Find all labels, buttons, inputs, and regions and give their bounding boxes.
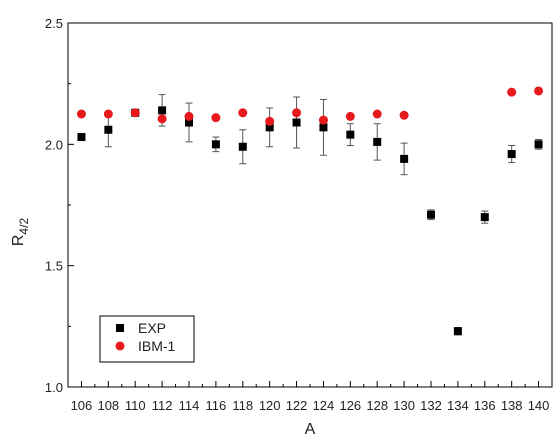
ibm-1-point	[534, 86, 544, 96]
x-tick-label: 110	[125, 398, 146, 413]
legend-label-ibm-1: IBM-1	[138, 338, 176, 354]
x-tick-label: 128	[366, 398, 388, 413]
x-tick-label: 134	[447, 398, 469, 413]
exp-point	[400, 154, 409, 163]
y-tick-label: 1.5	[45, 259, 63, 274]
exp-point	[185, 118, 193, 127]
exp-point	[480, 213, 489, 222]
exp-point	[77, 133, 86, 142]
x-tick-label: 126	[339, 398, 361, 413]
ibm-1-point	[157, 114, 167, 124]
legend-marker-exp	[116, 324, 124, 332]
y-axis-title-subscript: 4/2	[17, 218, 31, 235]
ibm-1-point	[130, 108, 140, 118]
x-tick-label: 120	[259, 398, 281, 413]
ibm-1-point	[372, 109, 382, 119]
series-ibm-1	[76, 86, 544, 126]
x-tick-label: 136	[474, 398, 496, 413]
x-tick-label: 106	[71, 398, 93, 413]
ibm-1-point	[184, 111, 194, 121]
x-tick-label: 132	[420, 398, 442, 413]
exp-point	[211, 140, 220, 149]
exp-point	[319, 123, 328, 132]
exp-point	[238, 142, 247, 151]
x-axis-title: A	[305, 421, 316, 438]
x-tick-label: 124	[313, 398, 335, 413]
y-axis-title-main: R	[10, 235, 27, 247]
ibm-1-point	[507, 87, 517, 97]
ibm-1-point	[103, 109, 113, 119]
exp-point	[507, 150, 516, 159]
exp-point	[373, 137, 382, 146]
ibm-1-point	[292, 108, 302, 118]
ibm-1-point	[399, 110, 409, 120]
ibm-1-point	[211, 113, 221, 123]
x-tick-label: 122	[286, 398, 308, 413]
exp-point	[265, 123, 274, 132]
exp-point	[346, 130, 355, 139]
ibm-1-point	[238, 108, 248, 118]
x-tick-label: 108	[97, 398, 119, 413]
legend-marker-ibm-1	[115, 341, 125, 351]
exp-point	[453, 327, 462, 336]
exp-point	[104, 125, 113, 134]
x-tick-label: 130	[393, 398, 415, 413]
y-axis-title: R4/2	[10, 218, 31, 247]
exp-point	[158, 106, 167, 115]
ibm-1-point	[345, 111, 355, 121]
legend-label-exp: EXP	[138, 320, 166, 336]
x-tick-label: 112	[152, 398, 173, 413]
x-tick-label: 118	[232, 398, 253, 413]
exp-point	[292, 118, 301, 127]
x-tick-label: 138	[501, 398, 523, 413]
x-tick-label: 140	[528, 398, 550, 413]
ibm-1-point	[318, 115, 328, 125]
ibm-1-point	[265, 116, 275, 126]
y-tick-label: 2.5	[45, 16, 63, 31]
exp-point	[534, 140, 543, 149]
legend: EXP IBM-1	[99, 315, 195, 363]
x-axis: 106 108 110 112 114 116 118 120 122 124 126 128 130 1…	[71, 381, 553, 413]
ibm-1-point	[76, 109, 86, 119]
x-tick-label: 116	[206, 398, 227, 413]
exp-point	[427, 210, 435, 219]
y-tick-label: 1.0	[45, 380, 63, 395]
legend-box	[99, 315, 195, 363]
y-axis: 1.0 1.5 2.0 2.5	[45, 16, 74, 395]
y-tick-label: 2.0	[45, 137, 63, 152]
x-tick-label: 114	[179, 398, 200, 413]
